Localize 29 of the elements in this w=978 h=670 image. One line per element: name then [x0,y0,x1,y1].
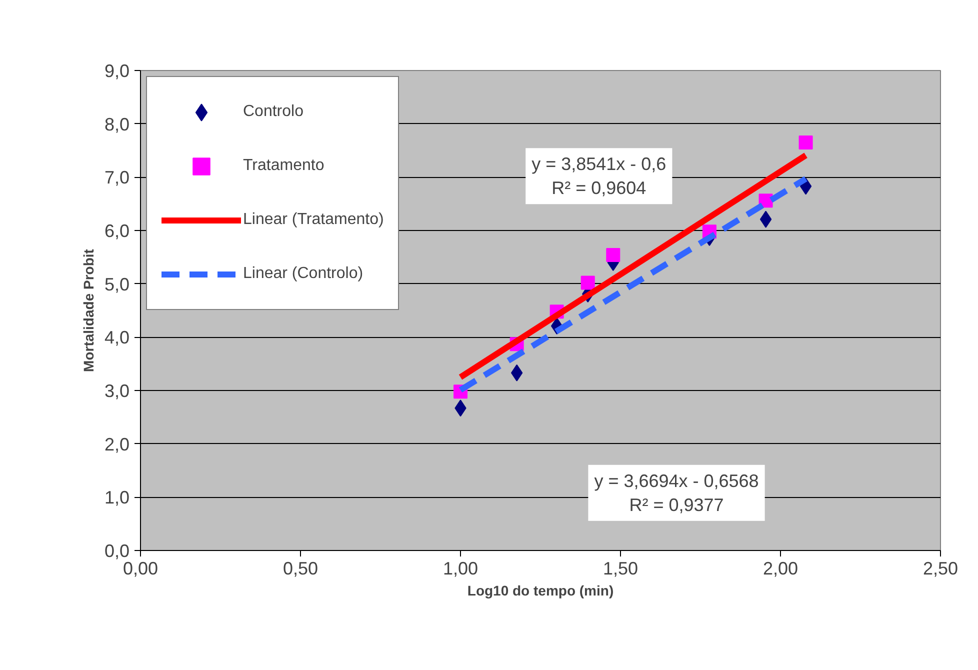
legend-label: Tratamento [243,157,324,175]
y-tick-label: 4,0 [104,328,130,348]
annotation: y = 3,8541x - 0,6 R² = 0,9604 [532,154,666,198]
point [760,210,772,228]
point [580,276,595,290]
y-tick-label: 1,0 [104,488,130,508]
x-axis-title: Log10 do tempo (min) [467,582,614,598]
y-tick-label: 0,0 [104,541,130,561]
legend-label: Linear (Controlo) [243,265,364,283]
y-tick-label: 7,0 [104,168,130,188]
y-tick-label: 2,0 [104,434,130,454]
y-tick-label: 5,0 [104,274,130,294]
point [510,364,523,382]
y-tick-label: 9,0 [104,61,130,81]
x-tick-label: 2,00 [762,558,798,578]
y-axis-title: Mortalidade Probit [80,248,96,372]
x-tick-label: 1,00 [442,558,478,578]
y-tick-label: 8,0 [104,114,130,134]
legend-label: Controlo [243,103,304,121]
y-tick-label: 6,0 [104,221,130,241]
x-tick-label: 2,50 [922,558,958,578]
annotation: y = 3,6694x - 0,6568 R² = 0,9377 [594,470,759,515]
y-tick-label: 3,0 [104,381,130,401]
legend-label: Linear (Tratamento) [243,211,384,229]
x-tick-label: 0,50 [282,558,318,578]
point [606,248,620,262]
point [798,136,813,150]
x-tick-label: 0,00 [122,558,158,578]
x-tick-label: 1,50 [602,558,638,578]
